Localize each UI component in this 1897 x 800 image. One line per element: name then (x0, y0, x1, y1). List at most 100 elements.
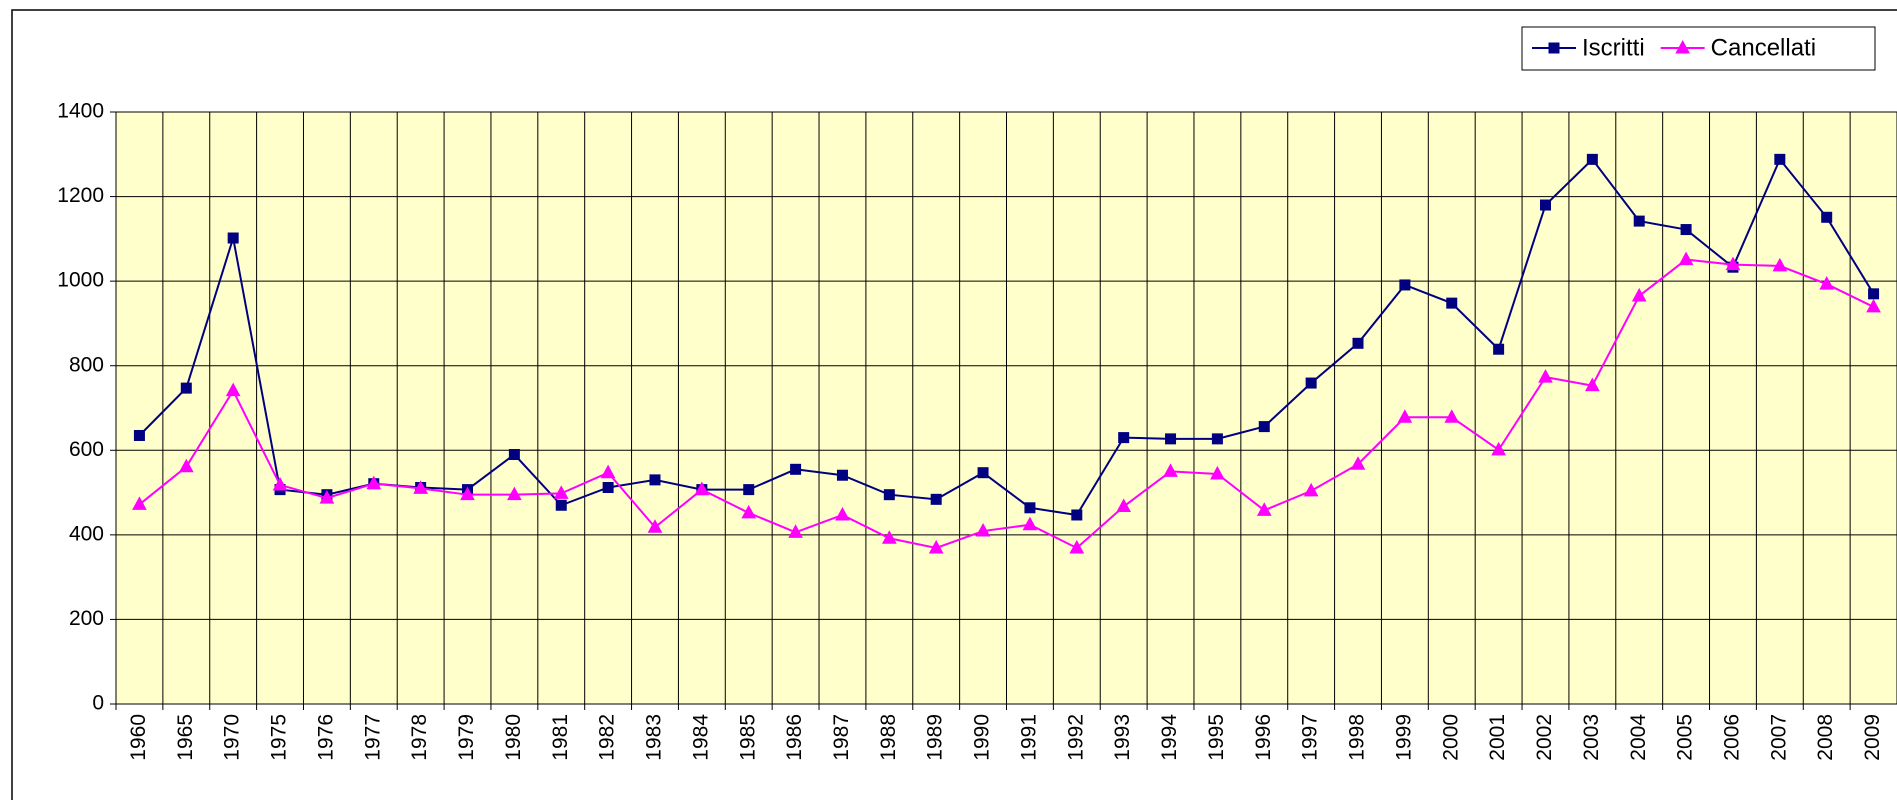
x-tick-label: 1993 (1111, 714, 1134, 761)
x-tick-label: 1981 (549, 714, 572, 761)
point (1538, 369, 1553, 383)
y-tick-label: 600 (69, 438, 104, 461)
point (881, 530, 897, 544)
x-tick-label: 1970 (221, 714, 244, 761)
x-tick-label: 2000 (1439, 714, 1462, 761)
x-tick-label: 1991 (1017, 714, 1040, 761)
x-tick-label: 1998 (1346, 714, 1369, 761)
x-tick-label: 1988 (877, 714, 900, 761)
point (1586, 153, 1598, 165)
point (975, 523, 991, 537)
point (928, 539, 944, 554)
point (180, 382, 192, 394)
x-tick-label: 1997 (1299, 714, 1322, 761)
point (1866, 298, 1881, 313)
x-tick-label: 1960 (127, 714, 150, 761)
point (1444, 409, 1460, 423)
x-tick-label: 2001 (1486, 714, 1509, 761)
point (1548, 42, 1560, 54)
point (1491, 441, 1506, 456)
point (836, 469, 848, 481)
x-tick-label: 1980 (502, 714, 525, 761)
point (1399, 279, 1411, 291)
point (1116, 498, 1132, 513)
point (1256, 502, 1272, 516)
y-tick-label: 1200 (57, 184, 104, 207)
point (788, 524, 803, 538)
x-tick-label: 2003 (1580, 714, 1603, 761)
x-tick-label: 1979 (455, 714, 478, 761)
point (694, 481, 710, 496)
point (600, 464, 616, 479)
point (227, 232, 239, 244)
point (1352, 337, 1364, 349)
point (1303, 482, 1319, 497)
x-tick-label: 1992 (1064, 714, 1087, 761)
y-tick-label: 1000 (57, 269, 104, 292)
x-tick-label: 1984 (689, 714, 712, 761)
point (1772, 257, 1788, 272)
x-tick-label: 1989 (924, 714, 947, 761)
point (553, 485, 569, 499)
point (366, 475, 382, 490)
x-tick-label: 1982 (596, 714, 619, 761)
point (741, 504, 757, 519)
point (930, 493, 942, 505)
x-tick-label: 2009 (1861, 714, 1884, 761)
y-tick-label: 0 (92, 692, 104, 715)
point (1446, 297, 1458, 309)
point (743, 484, 755, 496)
point (133, 429, 145, 441)
point (790, 463, 802, 475)
point (1868, 288, 1880, 300)
x-tick-label: 1976 (314, 714, 337, 761)
x-tick-label: 2002 (1533, 714, 1556, 761)
x-tick-label: 1995 (1205, 714, 1228, 761)
point (1211, 433, 1223, 445)
chart-border (11, 9, 1897, 800)
point (1350, 456, 1366, 470)
point (1258, 421, 1270, 433)
y-tick-label: 200 (69, 607, 104, 630)
point (1024, 502, 1036, 514)
point (1118, 432, 1130, 444)
point (1680, 224, 1692, 236)
x-tick-label: 1983 (643, 714, 666, 761)
point (835, 506, 850, 521)
point (1397, 409, 1413, 423)
x-tick-label: 2007 (1767, 714, 1790, 761)
point (977, 467, 989, 479)
legend-label: Iscritti (1582, 34, 1645, 61)
point (1163, 463, 1178, 477)
point (1631, 287, 1647, 302)
point (649, 474, 661, 486)
x-tick-label: 1990 (971, 714, 994, 761)
point (1774, 153, 1786, 165)
point (1585, 377, 1600, 392)
x-tick-label: 1977 (361, 714, 384, 761)
point (1725, 256, 1741, 271)
point (1675, 39, 1691, 54)
point (1493, 343, 1505, 355)
point (602, 481, 614, 493)
x-tick-label: 2006 (1721, 714, 1744, 761)
point (1165, 433, 1177, 445)
x-tick-label: 1965 (174, 714, 197, 761)
series-line (138, 157, 1875, 517)
point (1071, 509, 1083, 521)
point (1539, 199, 1551, 211)
x-tick-label: 1996 (1252, 714, 1275, 761)
point (1819, 276, 1835, 290)
x-tick-label: 2008 (1814, 714, 1837, 761)
x-tick-label: 1975 (268, 714, 291, 761)
point (178, 458, 194, 473)
point (319, 490, 335, 504)
legend: Iscritti Cancellati (1521, 26, 1876, 71)
point (1210, 465, 1225, 480)
legend-label: Cancellati (1711, 34, 1816, 61)
x-tick-label: 1987 (830, 714, 853, 761)
point (508, 449, 520, 461)
point (1069, 539, 1085, 554)
point (883, 489, 895, 501)
